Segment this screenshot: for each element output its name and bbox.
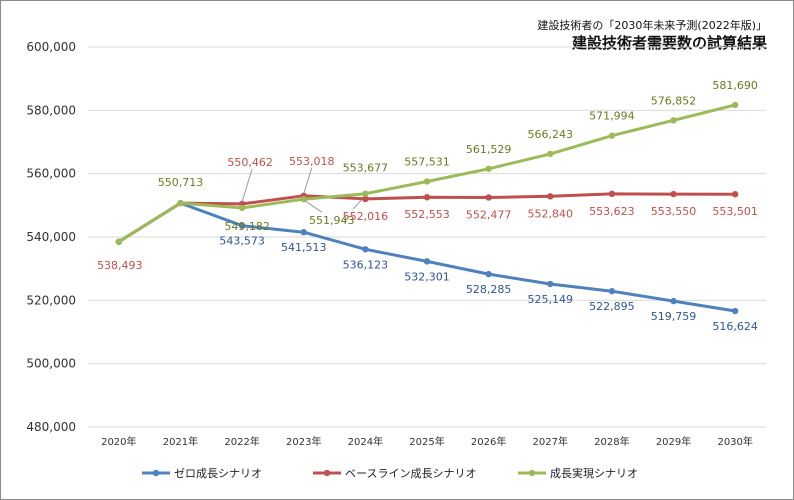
data-label: 553,550 bbox=[651, 205, 697, 218]
x-tick-label: 2021年 bbox=[163, 435, 198, 448]
data-label: 553,018 bbox=[289, 155, 335, 168]
legend-marker-2 bbox=[323, 469, 331, 477]
data-point bbox=[608, 287, 616, 295]
y-tick-label: 480,000 bbox=[26, 420, 76, 434]
data-point bbox=[485, 165, 492, 173]
data-label: 552,553 bbox=[404, 208, 450, 221]
y-tick-label: 520,000 bbox=[26, 293, 76, 307]
x-tick-label: 2022年 bbox=[224, 435, 259, 448]
leader-line bbox=[303, 167, 313, 194]
legend-label-1: ゼロ成長シナリオ bbox=[174, 467, 262, 480]
leader-line bbox=[241, 168, 253, 203]
data-label: 549,182 bbox=[224, 220, 270, 233]
data-point bbox=[362, 246, 369, 253]
data-point bbox=[731, 101, 739, 109]
data-point bbox=[423, 258, 431, 265]
data-point bbox=[238, 222, 246, 229]
data-label: 550,713 bbox=[158, 176, 204, 189]
data-point bbox=[670, 117, 677, 124]
x-tick-label: 2030年 bbox=[717, 435, 752, 448]
data-label: 566,243 bbox=[528, 128, 574, 141]
data-point bbox=[608, 190, 616, 198]
data-label: 571,994 bbox=[589, 110, 635, 123]
leader-line bbox=[352, 199, 362, 210]
data-label: 536,123 bbox=[343, 258, 389, 271]
legend-label-3: 成長実現シナリオ bbox=[550, 466, 638, 480]
y-tick-label: 500,000 bbox=[26, 357, 76, 371]
data-point bbox=[485, 270, 492, 278]
legend-marker-1 bbox=[152, 469, 160, 477]
y-tick-label: 600,000 bbox=[26, 40, 76, 54]
data-label: 552,840 bbox=[528, 207, 574, 220]
leader-line bbox=[305, 200, 323, 213]
data-point bbox=[423, 178, 431, 185]
data-point bbox=[362, 190, 369, 197]
data-point bbox=[423, 194, 431, 201]
data-label: 525,149 bbox=[528, 293, 574, 306]
legend-label-2: ベースライン成長シナリオ bbox=[345, 467, 476, 480]
y-tick-label: 560,000 bbox=[26, 167, 76, 181]
x-tick-label: 2025年 bbox=[409, 435, 444, 448]
data-point bbox=[300, 195, 307, 203]
data-label: 550,462 bbox=[227, 156, 273, 169]
x-tick-label: 2027年 bbox=[533, 435, 568, 448]
data-point bbox=[362, 195, 369, 203]
data-label: 522,895 bbox=[589, 300, 635, 313]
data-label: 561,529 bbox=[466, 143, 512, 156]
y-tick-label: 540,000 bbox=[26, 230, 76, 244]
data-point bbox=[670, 190, 677, 198]
data-point bbox=[670, 297, 677, 305]
data-point bbox=[731, 307, 739, 315]
data-label: 557,531 bbox=[404, 155, 450, 168]
data-label: 519,759 bbox=[651, 310, 697, 323]
data-point bbox=[547, 150, 554, 158]
y-tick-label: 580,000 bbox=[26, 103, 76, 117]
legend-marker-3 bbox=[528, 469, 536, 477]
chart-subtitle: 建設技術者の「2030年未来予測(2022年版)」 bbox=[537, 19, 767, 32]
data-point bbox=[300, 229, 307, 236]
data-point bbox=[547, 280, 554, 288]
data-label: 516,624 bbox=[712, 320, 758, 333]
data-label: 553,623 bbox=[589, 205, 635, 218]
data-label: 552,477 bbox=[466, 208, 512, 221]
data-point bbox=[238, 204, 246, 212]
data-point bbox=[608, 132, 616, 139]
x-tick-label: 2028年 bbox=[594, 435, 629, 448]
x-tick-label: 2023年 bbox=[286, 435, 321, 448]
data-label: 538,493 bbox=[97, 259, 143, 272]
data-point bbox=[731, 191, 739, 198]
data-point bbox=[547, 193, 554, 200]
data-label: 576,852 bbox=[651, 94, 697, 107]
data-point bbox=[177, 199, 184, 207]
data-label: 553,501 bbox=[712, 205, 758, 218]
x-tick-label: 2026年 bbox=[471, 435, 506, 448]
data-point bbox=[485, 194, 492, 201]
data-label: 532,301 bbox=[404, 270, 450, 283]
data-label: 552,016 bbox=[343, 210, 389, 223]
data-label: 543,573 bbox=[219, 235, 265, 248]
data-label: 553,677 bbox=[343, 162, 389, 175]
x-tick-label: 2029年 bbox=[656, 435, 691, 448]
data-label: 541,513 bbox=[281, 241, 327, 254]
data-label: 551,943 bbox=[309, 214, 355, 227]
data-label: 528,285 bbox=[466, 283, 512, 296]
data-point bbox=[115, 238, 123, 245]
x-tick-label: 2024年 bbox=[348, 435, 383, 448]
data-label: 581,690 bbox=[712, 79, 758, 92]
x-tick-label: 2020年 bbox=[101, 435, 136, 448]
